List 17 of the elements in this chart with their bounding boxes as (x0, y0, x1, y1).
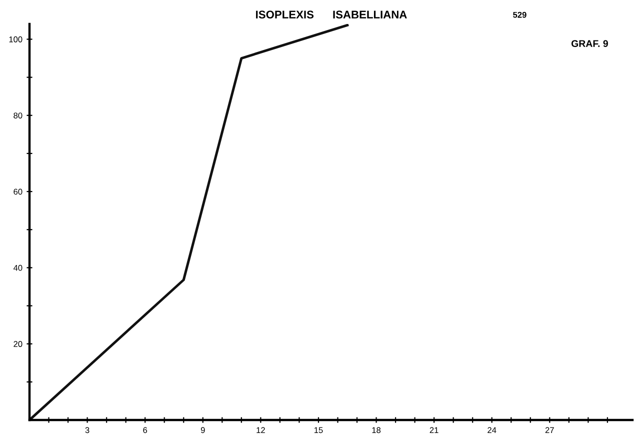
y-tick-label: 40 (13, 264, 22, 271)
x-tick-label: 9 (200, 427, 205, 434)
y-tick-label: 80 (14, 112, 22, 118)
chart-title: ISOPLEXIS ISABELLIANA (256, 10, 407, 19)
x-tick-label: 15 (314, 427, 323, 434)
y-tick-label: 60 (14, 188, 22, 195)
y-tick-label: 20 (14, 341, 22, 347)
x-tick-label: 27 (545, 427, 554, 433)
x-tick-label: 21 (430, 427, 438, 433)
annotation: GRAF. 9 (571, 40, 608, 48)
x-tick-label: 3 (85, 427, 90, 434)
x-tick-label: 24 (488, 427, 496, 433)
x-tick-label: 18 (372, 427, 381, 434)
y-tick-label: 100 (9, 36, 22, 42)
x-tick-label: 6 (143, 427, 148, 434)
text: 529 (513, 12, 526, 18)
x-tick-label: 12 (256, 427, 265, 433)
